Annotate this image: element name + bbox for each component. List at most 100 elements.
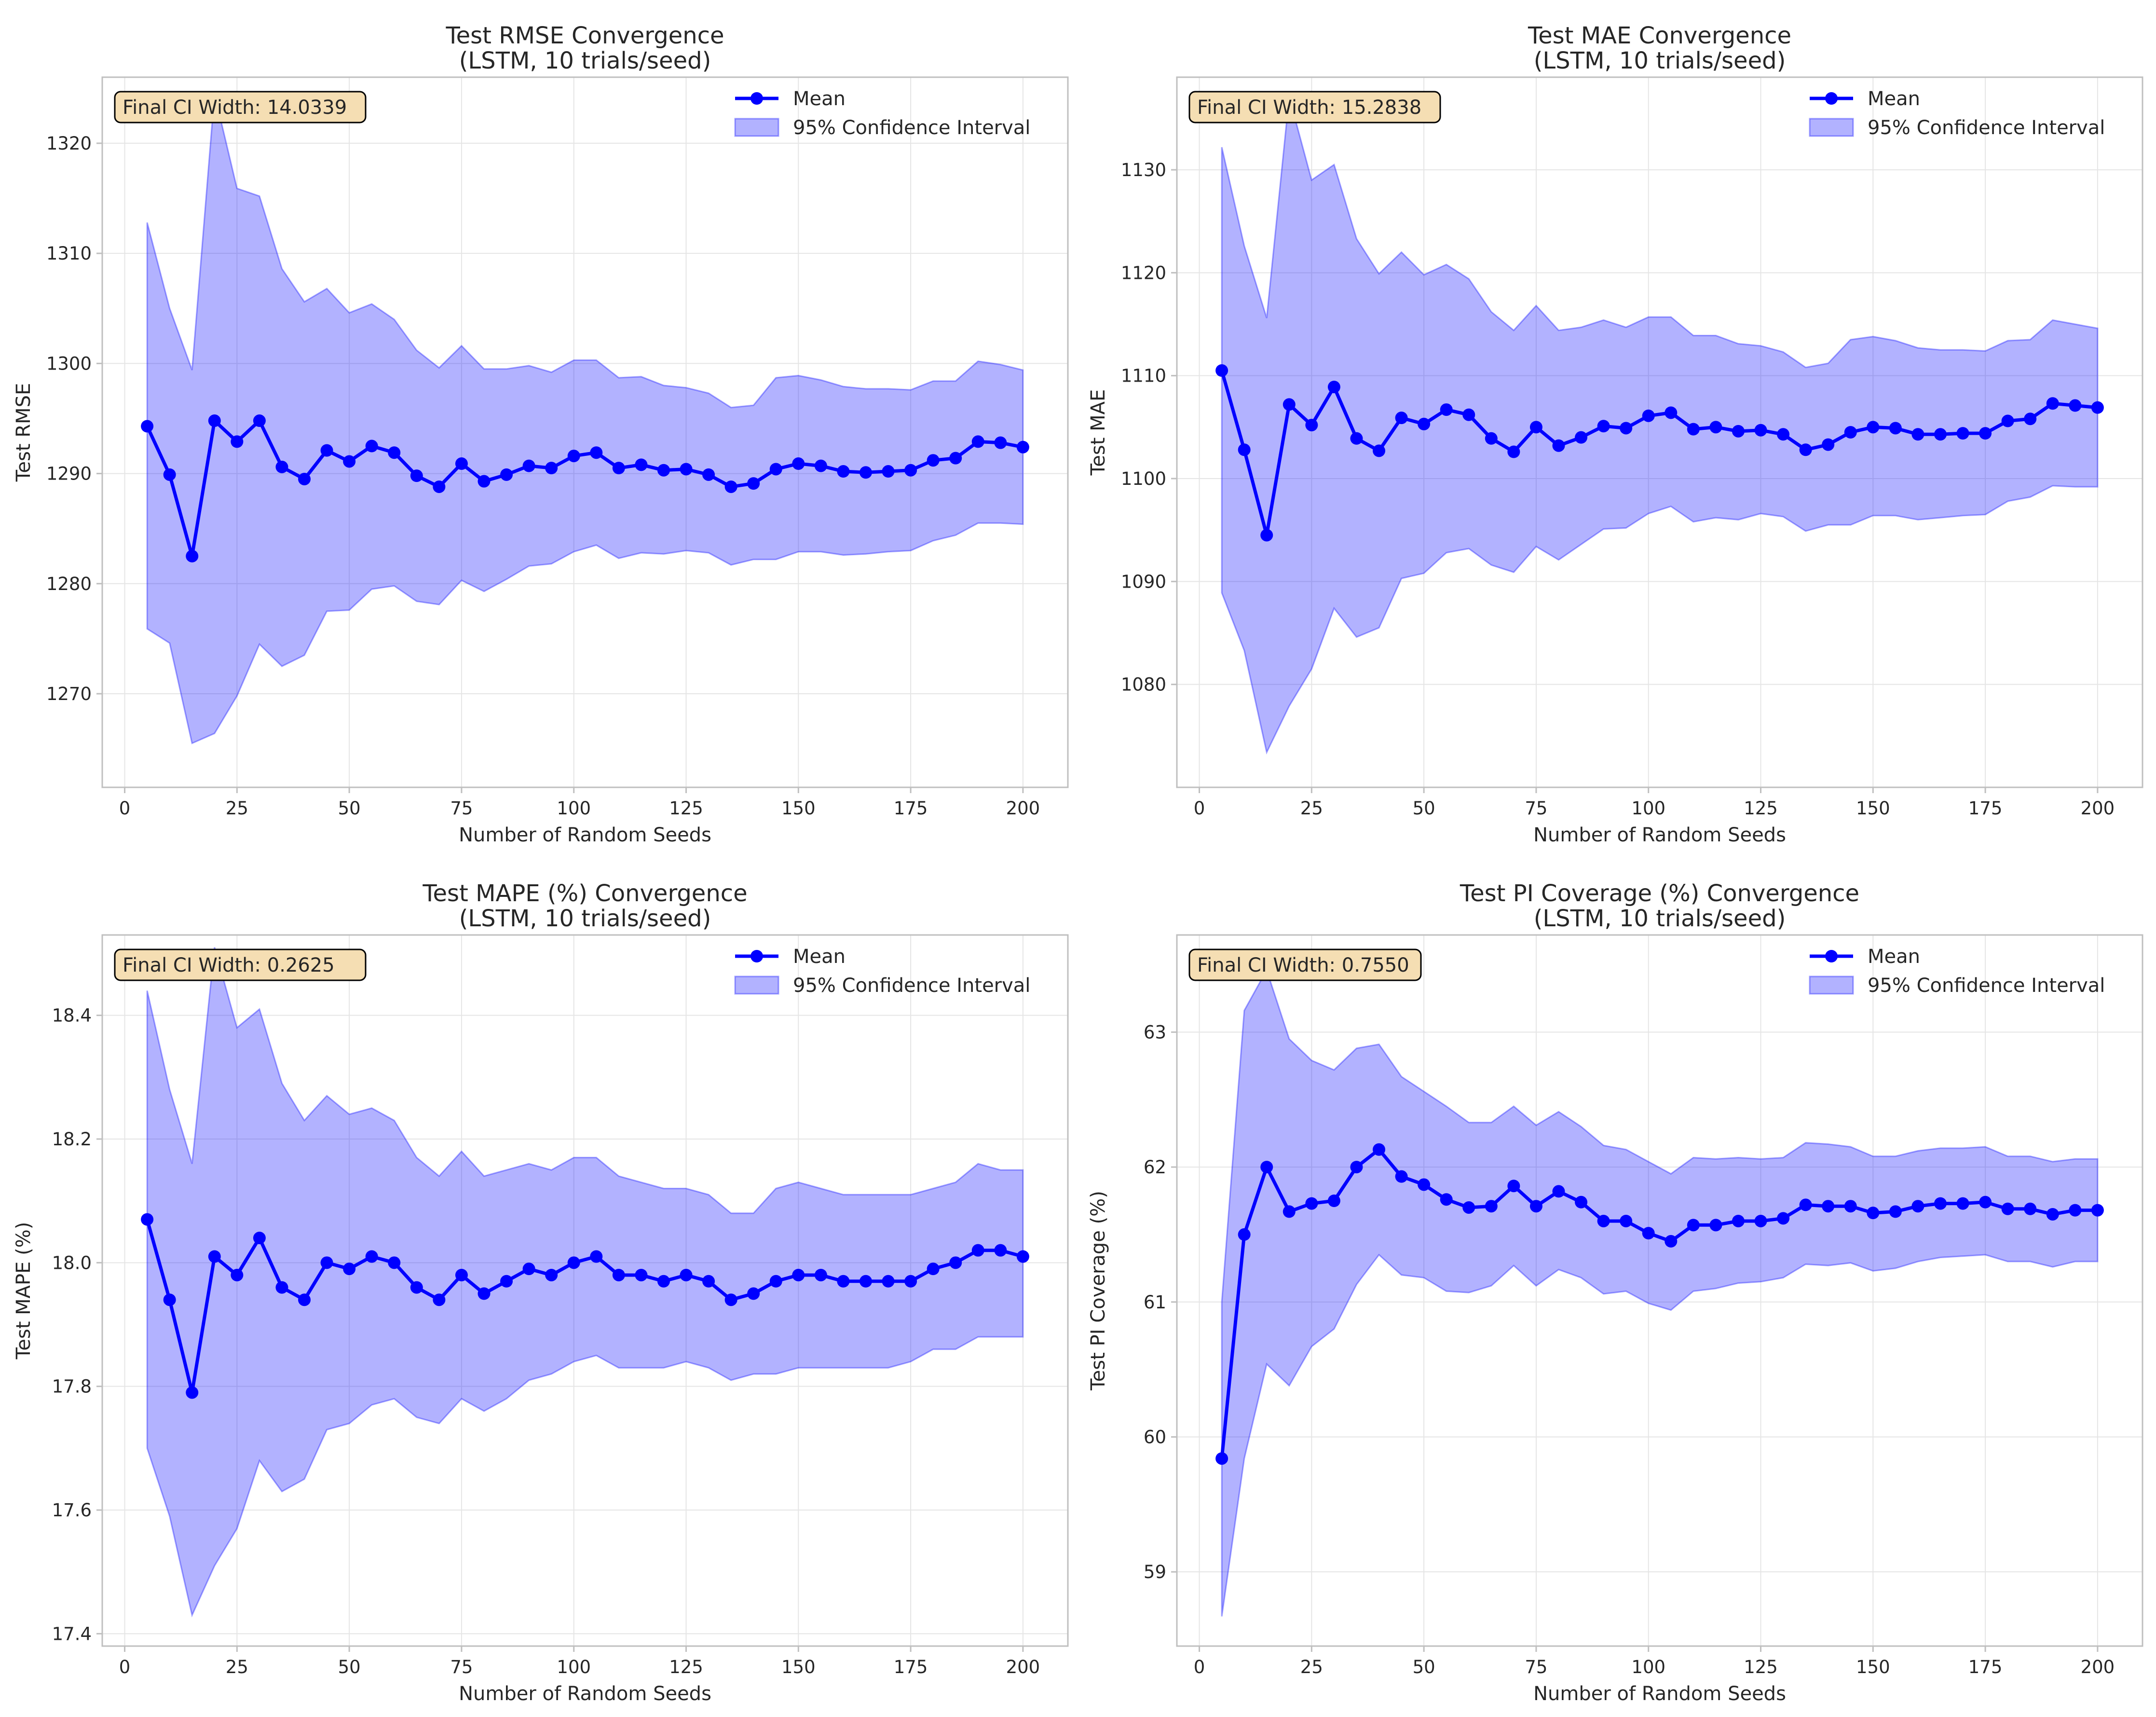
mean-point bbox=[1597, 420, 1610, 433]
x-tick-label: 200 bbox=[1006, 1657, 1040, 1677]
mean-point bbox=[500, 1275, 513, 1288]
mean-point bbox=[1889, 422, 1902, 435]
legend-ci-swatch bbox=[734, 118, 779, 137]
mean-point bbox=[1373, 444, 1386, 457]
annotation-box bbox=[114, 91, 367, 124]
x-tick-label: 75 bbox=[450, 1657, 473, 1677]
mean-point bbox=[2046, 397, 2059, 410]
mean-point bbox=[1462, 408, 1475, 421]
legend-ci-swatch bbox=[1809, 975, 1854, 995]
chart-title: Test MAE Convergence bbox=[1528, 22, 1791, 49]
mean-point bbox=[298, 472, 311, 485]
mean-point bbox=[747, 1287, 760, 1300]
mean-point bbox=[1016, 440, 1029, 453]
mean-point bbox=[635, 1268, 648, 1281]
mean-point bbox=[1373, 1143, 1386, 1156]
x-tick-label: 0 bbox=[119, 1657, 131, 1677]
ci-band bbox=[146, 93, 1024, 744]
mean-point bbox=[208, 1250, 221, 1263]
mean-point bbox=[1305, 1197, 1318, 1210]
annotation-box bbox=[1188, 91, 1441, 124]
y-tick-label: 18.4 bbox=[52, 1005, 92, 1026]
x-tick-label: 50 bbox=[1413, 1657, 1435, 1677]
mean-point bbox=[2024, 1202, 2037, 1215]
x-tick-label: 125 bbox=[1744, 1657, 1778, 1677]
mean-point bbox=[1350, 432, 1363, 445]
mean-point bbox=[275, 1281, 288, 1294]
mean-point bbox=[567, 450, 580, 463]
mean-point bbox=[927, 454, 940, 467]
annotation-text: Final CI Width: 15.2838 bbox=[1197, 96, 1421, 119]
chart-subtitle: (LSTM, 10 trials/seed) bbox=[459, 905, 711, 932]
x-tick-label: 75 bbox=[450, 798, 473, 819]
y-tick-label: 1280 bbox=[46, 574, 92, 594]
x-tick-label: 125 bbox=[669, 1657, 703, 1677]
y-tick-label: 1130 bbox=[1121, 160, 1166, 180]
mean-point bbox=[365, 440, 378, 453]
legend-ci-label: 95% Confidence Interval bbox=[793, 117, 1030, 139]
x-tick-label: 25 bbox=[1300, 798, 1323, 819]
x-tick-label: 100 bbox=[1631, 1657, 1665, 1677]
mean-point bbox=[612, 1268, 625, 1281]
x-tick-label: 125 bbox=[669, 798, 703, 819]
mean-point bbox=[859, 1275, 872, 1288]
x-tick-label: 175 bbox=[1968, 1657, 2003, 1677]
x-axis-label: Number of Random Seeds bbox=[459, 1683, 711, 1705]
x-tick-label: 100 bbox=[557, 798, 591, 819]
mean-point bbox=[1238, 443, 1251, 456]
mean-point bbox=[1529, 1200, 1542, 1213]
mean-point bbox=[320, 444, 333, 457]
ci-width-annotation: Final CI Width: 15.2838 bbox=[1188, 91, 1441, 124]
annotation-text: Final CI Width: 14.0339 bbox=[123, 96, 347, 119]
x-tick-label: 150 bbox=[781, 1657, 816, 1677]
mean-point bbox=[231, 435, 244, 448]
legend-ci-swatch bbox=[1809, 118, 1854, 137]
mean-point bbox=[724, 1293, 737, 1306]
mean-point bbox=[1934, 1197, 1947, 1210]
mean-point bbox=[388, 446, 401, 459]
mean-point bbox=[1732, 1214, 1745, 1227]
x-tick-label: 175 bbox=[894, 1657, 928, 1677]
mean-point bbox=[882, 1275, 895, 1288]
mean-point bbox=[1283, 398, 1296, 411]
y-tick-label: 17.8 bbox=[52, 1376, 92, 1397]
y-tick-label: 1090 bbox=[1121, 571, 1166, 592]
mean-point bbox=[1575, 431, 1588, 444]
mean-point bbox=[994, 1244, 1007, 1257]
mean-point bbox=[1260, 1161, 1273, 1174]
x-tick-label: 175 bbox=[894, 798, 928, 819]
y-axis-label: Test MAE bbox=[1087, 389, 1109, 476]
x-tick-label: 100 bbox=[1631, 798, 1665, 819]
mean-point bbox=[927, 1263, 940, 1276]
mean-point bbox=[1529, 421, 1542, 434]
x-tick-label: 200 bbox=[1006, 798, 1040, 819]
annotation-box bbox=[1188, 948, 1422, 981]
mean-point bbox=[522, 1263, 535, 1276]
ci-band bbox=[1221, 968, 2099, 1617]
mean-point bbox=[163, 1293, 176, 1306]
mean-point bbox=[1327, 381, 1340, 394]
mean-point bbox=[1016, 1250, 1029, 1263]
x-tick-label: 25 bbox=[1300, 1657, 1323, 1677]
mean-point bbox=[1597, 1214, 1610, 1227]
mean-point bbox=[365, 1250, 378, 1263]
x-tick-label: 50 bbox=[338, 798, 361, 819]
mean-point bbox=[343, 1263, 356, 1276]
mean-point bbox=[904, 464, 917, 477]
mean-point bbox=[545, 1268, 558, 1281]
mean-point bbox=[680, 463, 693, 476]
legend-mean-marker bbox=[1825, 950, 1838, 962]
annotation-box bbox=[114, 948, 367, 981]
mean-point bbox=[792, 1268, 805, 1281]
mean-point bbox=[1911, 428, 1924, 441]
mean-point bbox=[1665, 406, 1678, 419]
mean-point bbox=[2091, 401, 2104, 414]
y-axis-label: Test RMSE bbox=[13, 383, 35, 482]
legend-mean-marker bbox=[751, 950, 763, 962]
mean-point bbox=[1260, 529, 1273, 542]
chart-title: Test MAPE (%) Convergence bbox=[422, 880, 747, 907]
mean-point bbox=[2069, 1204, 2082, 1217]
y-tick-label: 1290 bbox=[46, 464, 92, 484]
x-tick-label: 75 bbox=[1525, 798, 1547, 819]
